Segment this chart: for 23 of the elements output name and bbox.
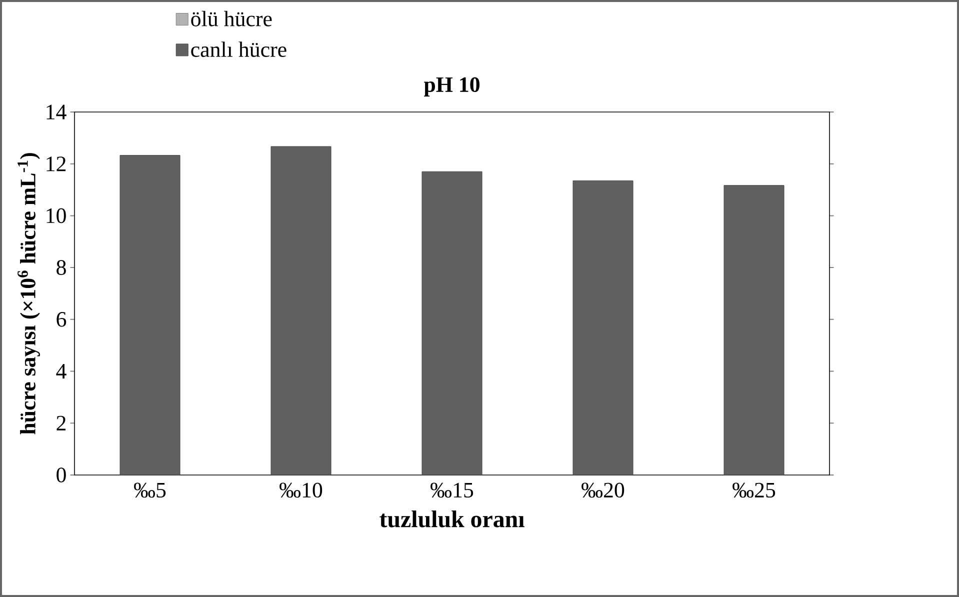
bar <box>572 180 634 475</box>
bar <box>724 185 784 475</box>
bar <box>422 171 482 475</box>
y-tick-label: 4 <box>56 364 66 378</box>
y-tick-label: 8 <box>56 260 66 275</box>
bar <box>120 155 180 475</box>
x-tick-label: ‰5 <box>134 482 166 498</box>
legend-label: ölü hücre <box>191 10 272 26</box>
y-tick-label: 14 <box>46 104 66 120</box>
x-axis-title: tuzluluk oranı <box>380 510 524 528</box>
x-tick-label: ‰10 <box>280 482 322 498</box>
chart-title: pH 10 <box>424 77 480 96</box>
y-tick-label: 0 <box>56 468 66 482</box>
legend-label: canlı hücre <box>191 42 286 58</box>
bar <box>270 146 332 475</box>
x-tick-label: ‰15 <box>430 482 474 498</box>
y-tick-label: 12 <box>46 156 66 172</box>
x-tick-label: ‰20 <box>582 482 624 498</box>
y-tick-label: 10 <box>46 208 66 224</box>
y-tick-label: 6 <box>56 312 66 327</box>
y-axis-title: hücre sayısı (×10$^{6}$ hücre mL$^{-1}$) <box>18 153 40 434</box>
x-tick-label: ‰25 <box>732 482 776 498</box>
y-tick-label: 2 <box>56 416 66 430</box>
